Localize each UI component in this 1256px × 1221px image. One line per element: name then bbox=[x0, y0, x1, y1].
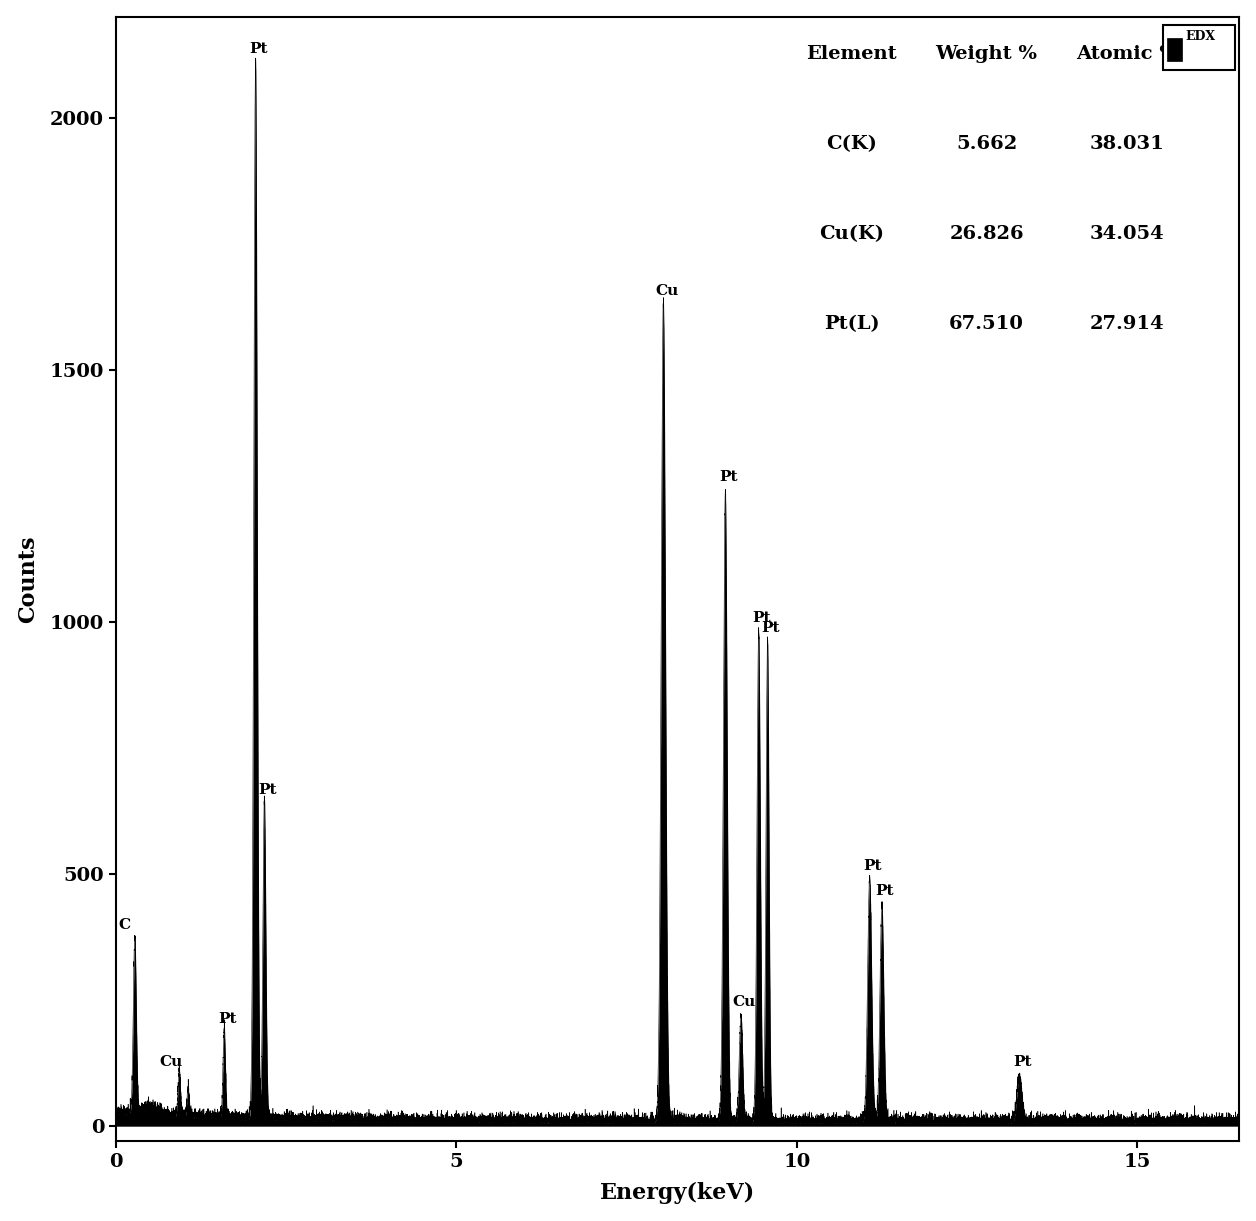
FancyBboxPatch shape bbox=[1163, 24, 1235, 70]
Text: Pt: Pt bbox=[259, 783, 278, 797]
Text: 27.914: 27.914 bbox=[1090, 315, 1164, 332]
Text: Cu(K): Cu(K) bbox=[819, 225, 884, 243]
Text: Pt: Pt bbox=[219, 1012, 237, 1027]
Text: Pt: Pt bbox=[1012, 1055, 1031, 1070]
Text: C(K): C(K) bbox=[826, 134, 877, 153]
Text: 5.662: 5.662 bbox=[956, 134, 1017, 153]
Text: Cu: Cu bbox=[160, 1055, 182, 1070]
Text: Pt: Pt bbox=[761, 621, 780, 635]
Text: 38.031: 38.031 bbox=[1089, 134, 1164, 153]
Text: Pt: Pt bbox=[752, 612, 771, 625]
Text: Cu: Cu bbox=[656, 283, 678, 298]
Text: Atomic %: Atomic % bbox=[1076, 45, 1178, 62]
X-axis label: Energy(keV): Energy(keV) bbox=[600, 1182, 755, 1204]
Text: Element: Element bbox=[806, 45, 897, 62]
Text: 34.054: 34.054 bbox=[1090, 225, 1164, 243]
Text: 26.826: 26.826 bbox=[950, 225, 1024, 243]
Y-axis label: Counts: Counts bbox=[16, 535, 39, 623]
Text: Pt: Pt bbox=[250, 42, 269, 55]
Text: C: C bbox=[118, 918, 131, 932]
Text: Pt: Pt bbox=[720, 470, 739, 485]
Text: Pt: Pt bbox=[863, 858, 882, 873]
Text: Pt: Pt bbox=[875, 884, 894, 897]
Text: Cu: Cu bbox=[732, 995, 756, 1009]
Text: Pt(L): Pt(L) bbox=[824, 315, 879, 332]
Text: 67.510: 67.510 bbox=[950, 315, 1024, 332]
Text: Weight %: Weight % bbox=[936, 45, 1037, 62]
Text: EDX: EDX bbox=[1186, 31, 1216, 43]
FancyBboxPatch shape bbox=[1167, 38, 1182, 61]
